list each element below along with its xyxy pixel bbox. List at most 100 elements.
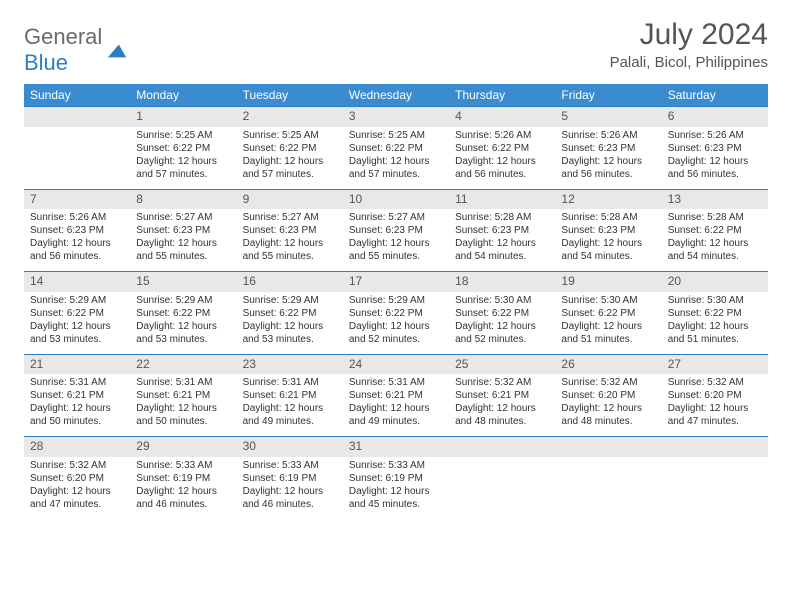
daylight-text: Daylight: 12 hours and 51 minutes. <box>561 320 655 346</box>
daylight-text: Daylight: 12 hours and 54 minutes. <box>561 237 655 263</box>
sunset-text: Sunset: 6:23 PM <box>349 224 443 237</box>
day-number: 21 <box>24 354 130 374</box>
sunrise-text: Sunrise: 5:32 AM <box>455 376 549 389</box>
content-row: Sunrise: 5:31 AMSunset: 6:21 PMDaylight:… <box>24 374 768 437</box>
day-number: 16 <box>237 272 343 292</box>
sunrise-text: Sunrise: 5:29 AM <box>349 294 443 307</box>
day-cell: Sunrise: 5:25 AMSunset: 6:22 PMDaylight:… <box>237 127 343 190</box>
day-cell: Sunrise: 5:27 AMSunset: 6:23 PMDaylight:… <box>237 209 343 272</box>
day-cell: Sunrise: 5:32 AMSunset: 6:21 PMDaylight:… <box>449 374 555 437</box>
weekday-header: Tuesday <box>237 84 343 107</box>
sunrise-text: Sunrise: 5:32 AM <box>30 459 124 472</box>
logo-line2: Blue <box>24 50 68 75</box>
day-number: 11 <box>449 189 555 209</box>
sunset-text: Sunset: 6:23 PM <box>561 142 655 155</box>
weekday-header: Monday <box>130 84 236 107</box>
sunset-text: Sunset: 6:21 PM <box>349 389 443 402</box>
day-number: 29 <box>130 437 236 457</box>
sunset-text: Sunset: 6:22 PM <box>455 307 549 320</box>
weekday-header: Saturday <box>662 84 768 107</box>
day-cell: Sunrise: 5:32 AMSunset: 6:20 PMDaylight:… <box>555 374 661 437</box>
day-number <box>449 437 555 457</box>
daylight-text: Daylight: 12 hours and 50 minutes. <box>30 402 124 428</box>
content-row: Sunrise: 5:26 AMSunset: 6:23 PMDaylight:… <box>24 209 768 272</box>
logo: General Blue <box>24 18 128 76</box>
sunset-text: Sunset: 6:23 PM <box>30 224 124 237</box>
daylight-text: Daylight: 12 hours and 53 minutes. <box>136 320 230 346</box>
day-number: 14 <box>24 272 130 292</box>
day-cell <box>555 457 661 519</box>
sunrise-text: Sunrise: 5:30 AM <box>455 294 549 307</box>
day-cell: Sunrise: 5:31 AMSunset: 6:21 PMDaylight:… <box>343 374 449 437</box>
sunset-text: Sunset: 6:22 PM <box>136 307 230 320</box>
day-number: 18 <box>449 272 555 292</box>
sunrise-text: Sunrise: 5:26 AM <box>561 129 655 142</box>
sunset-text: Sunset: 6:23 PM <box>243 224 337 237</box>
day-cell: Sunrise: 5:26 AMSunset: 6:23 PMDaylight:… <box>555 127 661 190</box>
day-cell <box>24 127 130 190</box>
daylight-text: Daylight: 12 hours and 45 minutes. <box>349 485 443 511</box>
day-cell: Sunrise: 5:30 AMSunset: 6:22 PMDaylight:… <box>449 292 555 355</box>
sunrise-text: Sunrise: 5:33 AM <box>349 459 443 472</box>
sunrise-text: Sunrise: 5:25 AM <box>136 129 230 142</box>
day-number: 3 <box>343 107 449 127</box>
sunrise-text: Sunrise: 5:26 AM <box>30 211 124 224</box>
sunrise-text: Sunrise: 5:29 AM <box>136 294 230 307</box>
sunrise-text: Sunrise: 5:26 AM <box>668 129 762 142</box>
sunset-text: Sunset: 6:22 PM <box>561 307 655 320</box>
sunset-text: Sunset: 6:19 PM <box>136 472 230 485</box>
sunrise-text: Sunrise: 5:27 AM <box>349 211 443 224</box>
day-number: 2 <box>237 107 343 127</box>
day-number: 4 <box>449 107 555 127</box>
day-cell: Sunrise: 5:32 AMSunset: 6:20 PMDaylight:… <box>24 457 130 519</box>
daylight-text: Daylight: 12 hours and 47 minutes. <box>30 485 124 511</box>
day-cell: Sunrise: 5:29 AMSunset: 6:22 PMDaylight:… <box>130 292 236 355</box>
sunset-text: Sunset: 6:21 PM <box>455 389 549 402</box>
calendar-table: SundayMondayTuesdayWednesdayThursdayFrid… <box>24 84 768 519</box>
daylight-text: Daylight: 12 hours and 55 minutes. <box>136 237 230 263</box>
sunset-text: Sunset: 6:23 PM <box>561 224 655 237</box>
daylight-text: Daylight: 12 hours and 53 minutes. <box>30 320 124 346</box>
sunset-text: Sunset: 6:20 PM <box>30 472 124 485</box>
day-number: 10 <box>343 189 449 209</box>
daylight-text: Daylight: 12 hours and 57 minutes. <box>243 155 337 181</box>
day-number: 24 <box>343 354 449 374</box>
day-cell: Sunrise: 5:29 AMSunset: 6:22 PMDaylight:… <box>343 292 449 355</box>
day-number: 7 <box>24 189 130 209</box>
day-number: 27 <box>662 354 768 374</box>
sunrise-text: Sunrise: 5:31 AM <box>136 376 230 389</box>
daynum-row: 123456 <box>24 107 768 127</box>
sunrise-text: Sunrise: 5:25 AM <box>243 129 337 142</box>
day-cell: Sunrise: 5:29 AMSunset: 6:22 PMDaylight:… <box>237 292 343 355</box>
day-cell: Sunrise: 5:33 AMSunset: 6:19 PMDaylight:… <box>130 457 236 519</box>
day-number: 8 <box>130 189 236 209</box>
day-cell <box>449 457 555 519</box>
sunrise-text: Sunrise: 5:28 AM <box>668 211 762 224</box>
day-number: 20 <box>662 272 768 292</box>
sunrise-text: Sunrise: 5:33 AM <box>243 459 337 472</box>
sunrise-text: Sunrise: 5:31 AM <box>243 376 337 389</box>
sunset-text: Sunset: 6:20 PM <box>668 389 762 402</box>
daynum-row: 14151617181920 <box>24 272 768 292</box>
daylight-text: Daylight: 12 hours and 48 minutes. <box>455 402 549 428</box>
day-number: 25 <box>449 354 555 374</box>
day-cell: Sunrise: 5:25 AMSunset: 6:22 PMDaylight:… <box>343 127 449 190</box>
sunrise-text: Sunrise: 5:27 AM <box>136 211 230 224</box>
logo-triangle-icon <box>106 39 128 61</box>
sunrise-text: Sunrise: 5:28 AM <box>561 211 655 224</box>
sunset-text: Sunset: 6:22 PM <box>349 142 443 155</box>
daylight-text: Daylight: 12 hours and 55 minutes. <box>243 237 337 263</box>
weekday-header: Sunday <box>24 84 130 107</box>
day-cell: Sunrise: 5:30 AMSunset: 6:22 PMDaylight:… <box>555 292 661 355</box>
sunrise-text: Sunrise: 5:27 AM <box>243 211 337 224</box>
daylight-text: Daylight: 12 hours and 51 minutes. <box>668 320 762 346</box>
day-cell: Sunrise: 5:27 AMSunset: 6:23 PMDaylight:… <box>130 209 236 272</box>
sunrise-text: Sunrise: 5:32 AM <box>668 376 762 389</box>
daylight-text: Daylight: 12 hours and 48 minutes. <box>561 402 655 428</box>
day-number: 28 <box>24 437 130 457</box>
daylight-text: Daylight: 12 hours and 52 minutes. <box>349 320 443 346</box>
sunset-text: Sunset: 6:23 PM <box>455 224 549 237</box>
day-number: 22 <box>130 354 236 374</box>
sunset-text: Sunset: 6:20 PM <box>561 389 655 402</box>
sunrise-text: Sunrise: 5:28 AM <box>455 211 549 224</box>
